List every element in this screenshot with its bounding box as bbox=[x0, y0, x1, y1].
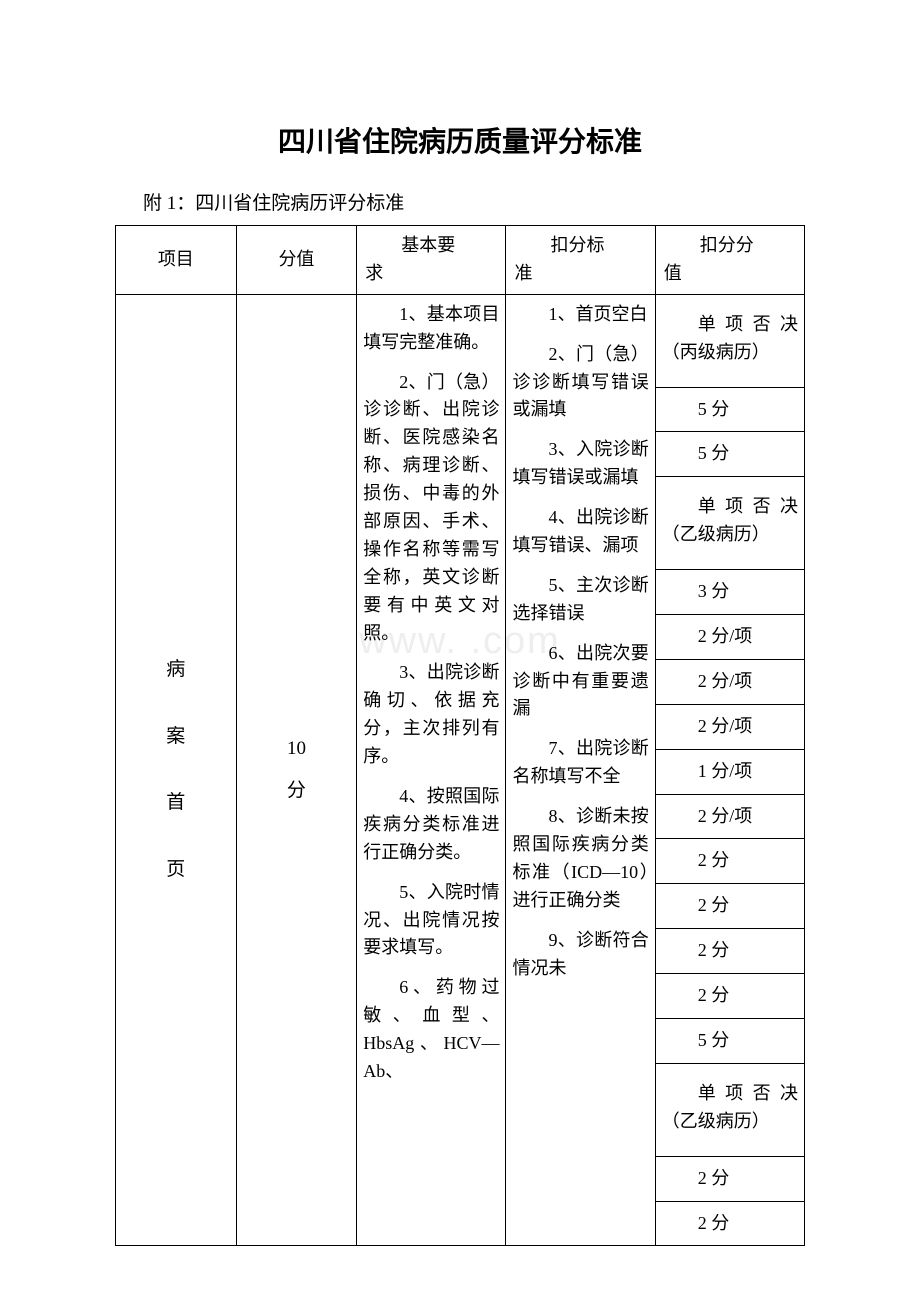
page-title: 四川省住院病历质量评分标准 bbox=[115, 120, 805, 160]
project-char-4: 页 bbox=[120, 837, 232, 904]
criteria-item: 7、出院诊断名称填写不全 bbox=[512, 735, 648, 791]
score-value: 10 bbox=[241, 728, 353, 770]
scoring-table: 项目 分值 基本要 求 扣分标 准 扣分分 值 病 案 首 页 10 分 1、基… bbox=[115, 225, 805, 1246]
header-col4: 扣分标 准 bbox=[506, 226, 655, 295]
requirement-item: 1、基本项目填写完整准确。 bbox=[363, 301, 499, 357]
project-char-2: 案 bbox=[120, 704, 232, 771]
header-col4-line1: 扣分标 bbox=[514, 232, 646, 260]
deduction-item: 1 分/项 bbox=[656, 750, 804, 795]
table-row: 病 案 首 页 10 分 1、基本项目填写完整准确。 2、门（急）诊诊断、出院诊… bbox=[116, 294, 805, 1246]
deduction-item: 2 分 bbox=[656, 929, 804, 974]
deduction-item: 5 分 bbox=[656, 432, 804, 477]
header-col5-line2: 值 bbox=[664, 260, 796, 288]
project-char-1: 病 bbox=[120, 637, 232, 704]
cell-project: 病 案 首 页 bbox=[116, 294, 237, 1246]
deduction-item: 单项否决（乙级病历） bbox=[656, 1064, 804, 1157]
deduction-item: 2 分/项 bbox=[656, 660, 804, 705]
criteria-item: 5、主次诊断选择错误 bbox=[512, 572, 648, 628]
criteria-item: 1、首页空白 bbox=[512, 301, 648, 329]
deduction-item: 2 分 bbox=[656, 1202, 804, 1246]
deduction-item: 2 分/项 bbox=[656, 795, 804, 840]
criteria-item: 3、入院诊断填写错误或漏填 bbox=[512, 436, 648, 492]
score-unit: 分 bbox=[241, 770, 353, 812]
header-col3-line2: 求 bbox=[365, 260, 497, 288]
page-subtitle: 附 1：四川省住院病历评分标准 bbox=[115, 188, 805, 215]
deduction-item: 2 分 bbox=[656, 839, 804, 884]
cell-requirements: 1、基本项目填写完整准确。 2、门（急）诊诊断、出院诊断、医院感染名称、病理诊断… bbox=[357, 294, 506, 1246]
cell-score: 10 分 bbox=[236, 294, 357, 1246]
requirement-item: 2、门（急）诊诊断、出院诊断、医院感染名称、病理诊断、损伤、中毒的外部原因、手术… bbox=[363, 369, 499, 648]
deduction-item: 2 分 bbox=[656, 1157, 804, 1202]
criteria-item: 8、诊断未按照国际疾病分类标准（ICD—10）进行正确分类 bbox=[512, 803, 648, 915]
deduction-item: 2 分/项 bbox=[656, 705, 804, 750]
deduction-item: 2 分 bbox=[656, 884, 804, 929]
header-col5: 扣分分 值 bbox=[655, 226, 804, 295]
header-col2: 分值 bbox=[236, 226, 357, 295]
deduction-item: 2 分 bbox=[656, 974, 804, 1019]
requirement-item: 6、药物过敏、血型、HbsAg、HCV—Ab、 bbox=[363, 974, 499, 1086]
cell-criteria: 1、首页空白 2、门（急）诊诊断填写错误或漏填 3、入院诊断填写错误或漏填 4、… bbox=[506, 294, 655, 1246]
table-header-row: 项目 分值 基本要 求 扣分标 准 扣分分 值 bbox=[116, 226, 805, 295]
header-col1: 项目 bbox=[116, 226, 237, 295]
deduction-item: 5 分 bbox=[656, 388, 804, 433]
deduction-item: 单项否决（丙级病历） bbox=[656, 295, 804, 388]
requirement-item: 3、出院诊断确切、依据充分，主次排列有序。 bbox=[363, 659, 499, 771]
header-col3: 基本要 求 bbox=[357, 226, 506, 295]
criteria-item: 4、出院诊断填写错误、漏项 bbox=[512, 504, 648, 560]
project-char-3: 首 bbox=[120, 770, 232, 837]
criteria-item: 9、诊断符合情况未 bbox=[512, 927, 648, 983]
header-col5-line1: 扣分分 bbox=[664, 232, 796, 260]
deduction-item: 3 分 bbox=[656, 570, 804, 615]
header-col4-line2: 准 bbox=[514, 260, 646, 288]
header-col3-line1: 基本要 bbox=[365, 232, 497, 260]
deduction-item: 2 分/项 bbox=[656, 615, 804, 660]
requirement-item: 5、入院时情况、出院情况按要求填写。 bbox=[363, 879, 499, 963]
requirement-item: 4、按照国际疾病分类标准进行正确分类。 bbox=[363, 783, 499, 867]
cell-deductions: 单项否决（丙级病历） 5 分 5 分 单项否决（乙级病历） 3 分 2 分/项 … bbox=[655, 294, 804, 1246]
deduction-item: 单项否决（乙级病历） bbox=[656, 477, 804, 570]
deduction-item: 5 分 bbox=[656, 1019, 804, 1064]
criteria-item: 2、门（急）诊诊断填写错误或漏填 bbox=[512, 341, 648, 425]
criteria-item: 6、出院次要诊断中有重要遗漏 bbox=[512, 640, 648, 724]
